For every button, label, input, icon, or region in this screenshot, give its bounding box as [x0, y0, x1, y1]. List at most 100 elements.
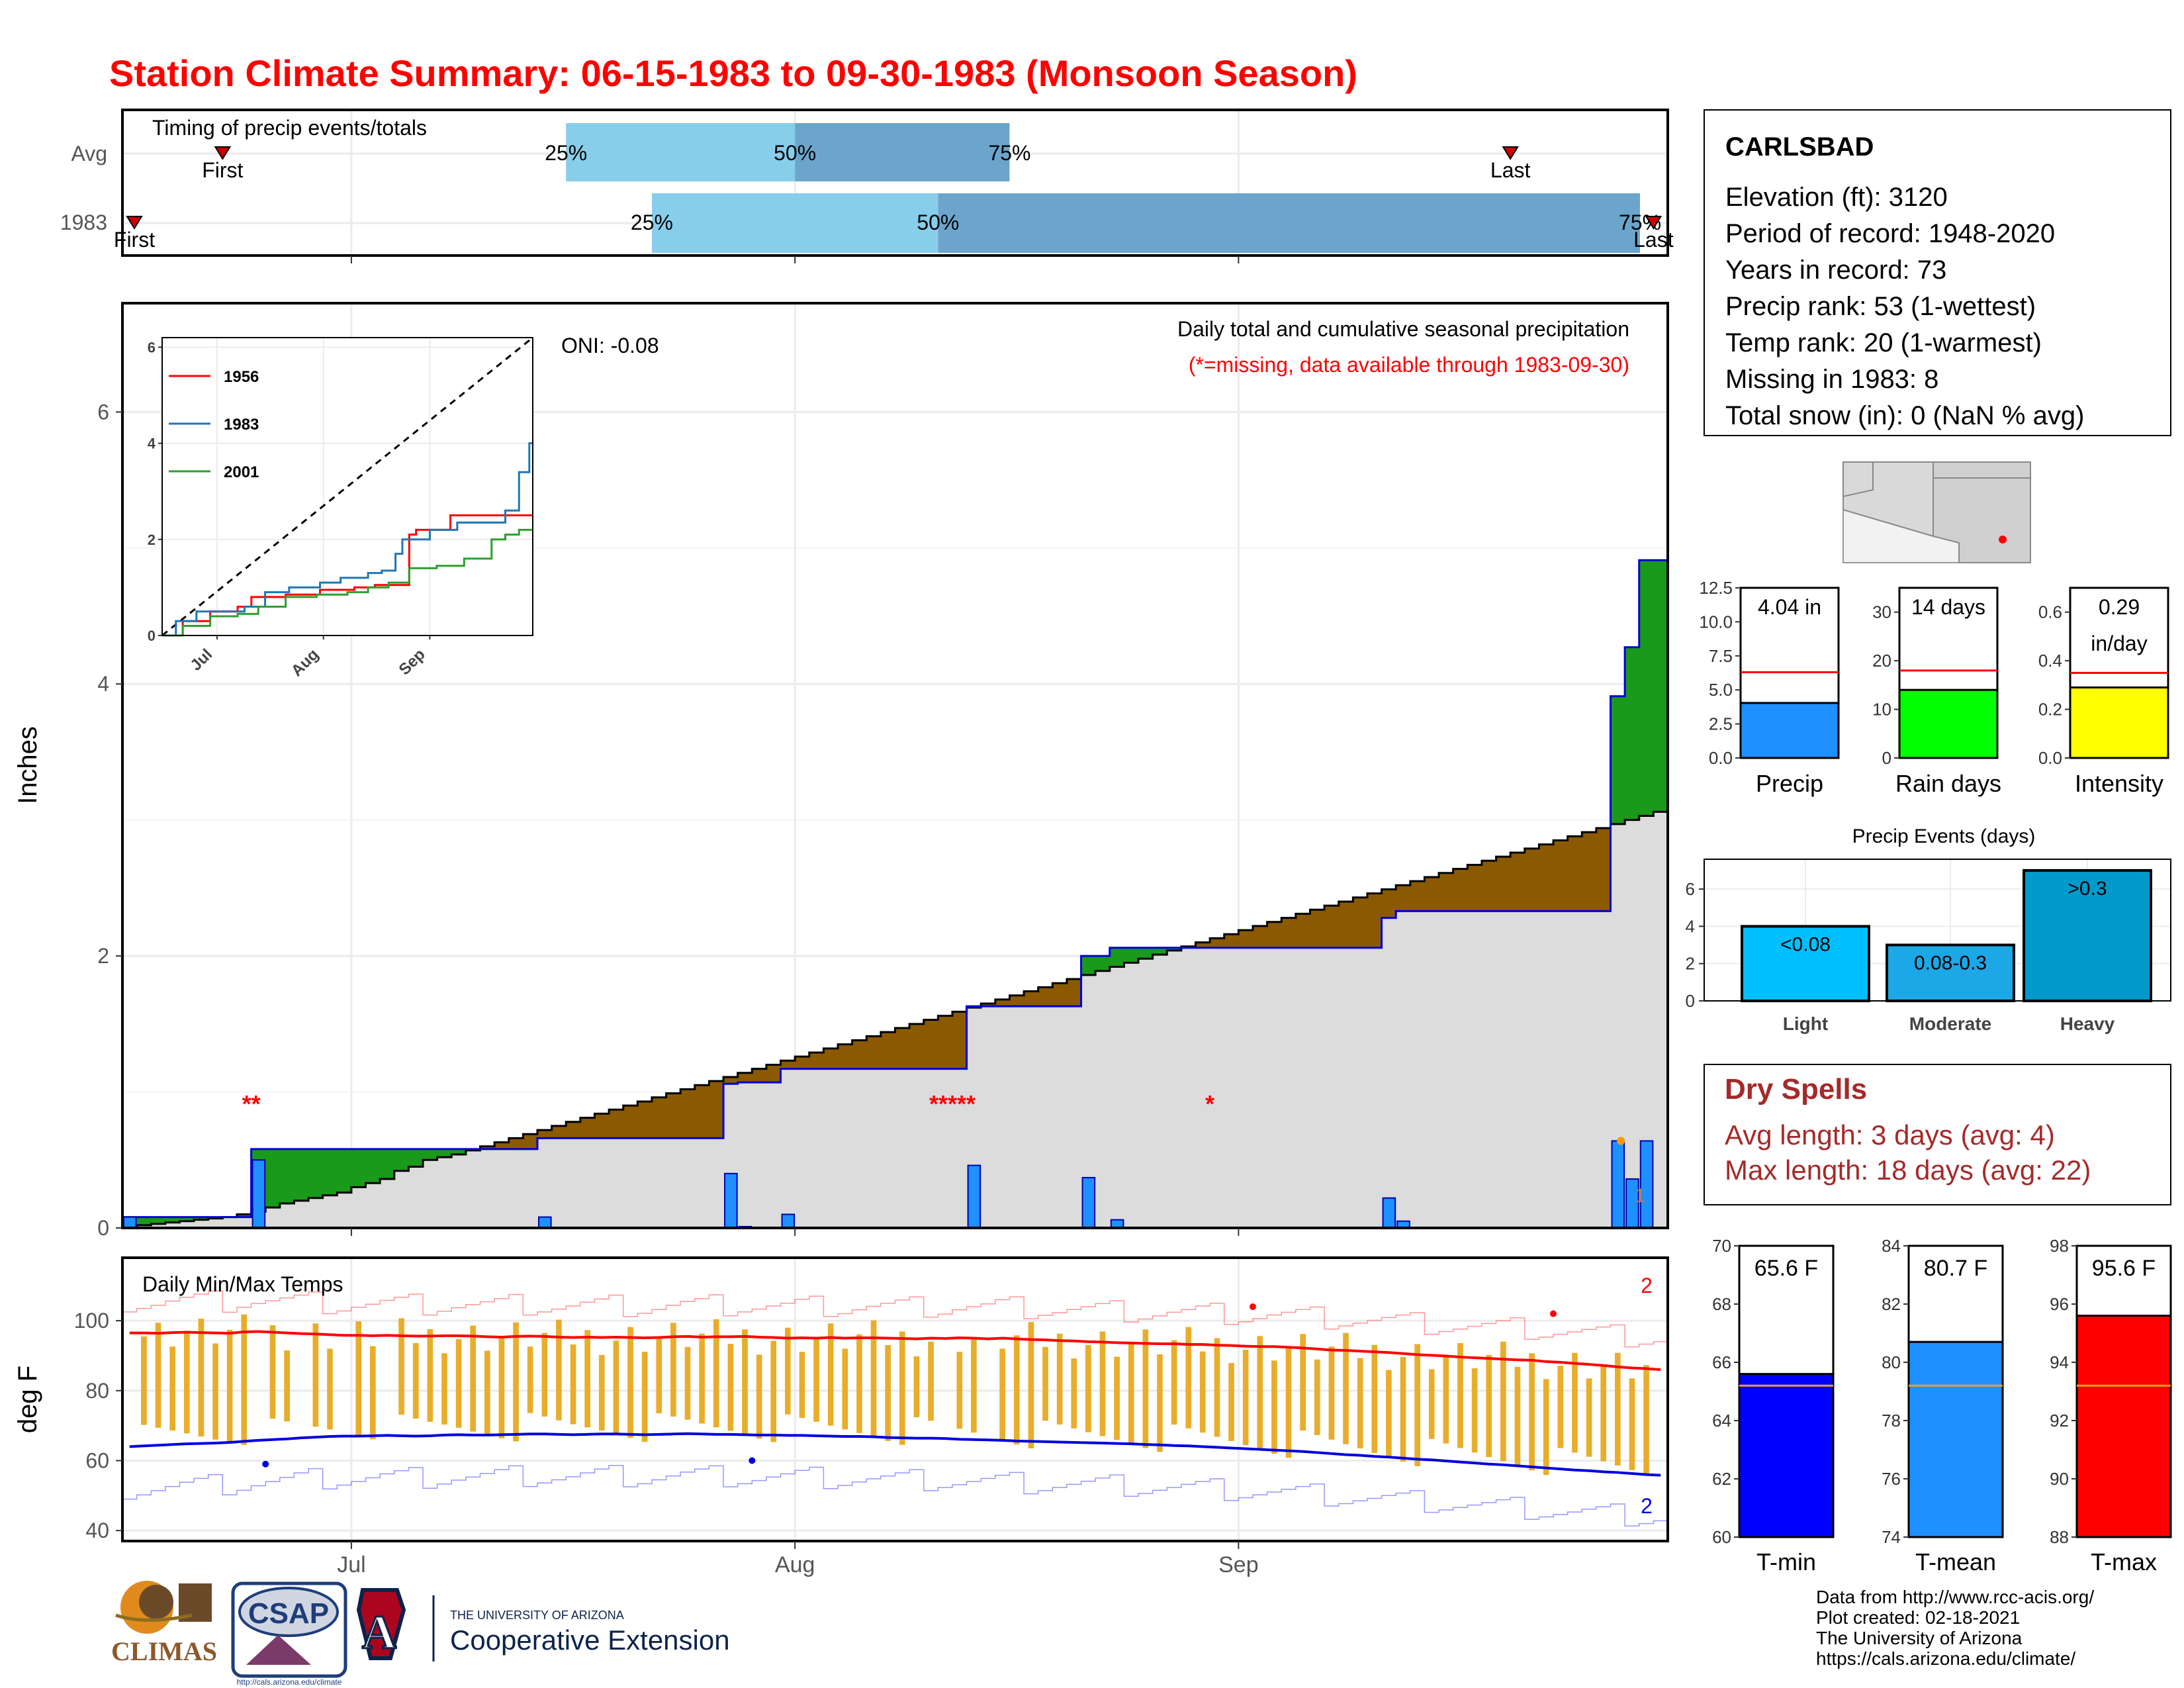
- daily-temp-range-bar: [785, 1327, 791, 1415]
- daily-temp-range-bar: [169, 1346, 175, 1431]
- temp-bar-value-label: 95.6 F: [2092, 1256, 2156, 1281]
- timing-panel: Timing of precip events/totals Avg 1983 …: [60, 109, 1674, 257]
- inset-normal-line: [161, 336, 533, 637]
- daily-temp-range-bar: [212, 1343, 218, 1440]
- above-normal-area: [1625, 647, 1640, 820]
- precip-event-category: Light: [1783, 1013, 1828, 1034]
- normal-cumulative-line: [122, 810, 1668, 1228]
- daily-temp-range-bar: [1071, 1358, 1077, 1429]
- temp-bar-y-tick-label: 88: [2050, 1527, 2069, 1547]
- daily-temp-range-bar: [198, 1318, 205, 1437]
- daily-temp-range-bar: [627, 1327, 633, 1438]
- precip-event-bar: [1886, 943, 2015, 1003]
- above-normal-area: [294, 1149, 309, 1201]
- summary-bar-y-tick-label: 0.0: [1709, 748, 1733, 768]
- daily-temp-range-bar: [1185, 1327, 1192, 1429]
- timing-first-marker-label: First: [202, 158, 243, 182]
- daily-temp-range-bar: [556, 1319, 562, 1421]
- timing-bar-q50-q75: [795, 123, 1010, 181]
- record-max-marker: [1550, 1310, 1557, 1317]
- daily-temp-range-bar: [455, 1339, 462, 1428]
- precip-y-tick-label: 4: [97, 672, 109, 696]
- daily-temp-range-bar: [269, 1325, 276, 1419]
- daily-temp-range-bar: [770, 1340, 777, 1442]
- precip-events-title: Precip Events (days): [1852, 825, 2036, 847]
- inset-y-tick-label: 6: [148, 340, 156, 356]
- daily-temp-range-bar: [727, 1343, 734, 1431]
- daily-temp-range-bar: [1285, 1347, 1292, 1458]
- dry-spells-avg: Avg length: 3 days (avg: 4): [1725, 1119, 2055, 1150]
- station-info-line: Missing in 1983: 8: [1725, 365, 1938, 394]
- record-max-line: [122, 1290, 1668, 1348]
- daily-temp-range-bar: [842, 1348, 848, 1430]
- daily-temp-range-bar: [513, 1322, 519, 1442]
- daily-precip-marker: [1617, 1137, 1625, 1145]
- summary-bar-y-tick-label: 0.4: [2038, 651, 2062, 671]
- temp-bar-label: T-min: [1756, 1548, 1816, 1575]
- precip-events-chart: Precip Events (days) <0.08 Light 0.08-0.3 M…: [1686, 825, 2171, 1034]
- x-axis-tick-label: Aug: [775, 1552, 815, 1577]
- daily-temp-range-bar: [1200, 1351, 1206, 1433]
- temp-bar-value-label: 80.7 F: [1924, 1256, 1987, 1281]
- events-y-tick-label: 4: [1686, 916, 1695, 936]
- observed-cumulative-area: [122, 560, 1668, 1228]
- above-normal-area: [279, 1149, 295, 1204]
- daily-temp-range-bar: [885, 1345, 891, 1441]
- credit-line: Plot created: 02-18-2021: [1816, 1607, 2020, 1628]
- daily-temp-range-bar: [1572, 1352, 1578, 1453]
- daily-temp-range-bar: [699, 1333, 705, 1424]
- above-normal-area: [351, 1149, 367, 1188]
- daily-temp-range-bar: [1371, 1344, 1378, 1453]
- temp-bar-label: T-max: [2091, 1548, 2157, 1575]
- precip-event-bar-label: <0.08: [1780, 933, 1831, 955]
- daily-temp-range-bar: [1271, 1360, 1277, 1454]
- summary-bar-y-tick-label: 0.6: [2038, 602, 2062, 622]
- csap-logo-text: CSAP: [248, 1597, 329, 1630]
- credits: Data from http://www.rcc-acis.org/ Plot …: [1816, 1587, 2094, 1669]
- inset-y-tick-label: 0: [148, 628, 156, 644]
- daily-precip-bar: [123, 1216, 137, 1229]
- timing-last-marker: [1502, 146, 1519, 160]
- timing-bar-q25-q50: [651, 193, 938, 253]
- daily-temp-range-bar: [484, 1350, 490, 1435]
- above-normal-area: [394, 1149, 409, 1171]
- events-frame: [1704, 859, 2171, 1002]
- precip-event-bar: [1741, 925, 1870, 1002]
- above-normal-area: [365, 1149, 381, 1184]
- above-normal-area: [151, 1217, 166, 1224]
- tmin-normal-line: [129, 1432, 1661, 1477]
- observed-cumulative-line: [122, 559, 1668, 1219]
- inset-legend-label: 1983: [224, 416, 259, 434]
- temp-y-tick-label: 80: [85, 1379, 109, 1403]
- daily-temp-range-bar: [928, 1341, 934, 1421]
- daily-temp-range-bar: [1643, 1365, 1649, 1475]
- timing-first-marker-label: First: [114, 228, 155, 252]
- daily-precip-bar: [1611, 1140, 1625, 1229]
- daily-temp-range-bar: [527, 1346, 533, 1413]
- above-normal-area: [1653, 560, 1668, 812]
- summary-bar-y-tick-label: 20: [1872, 651, 1891, 671]
- daily-temp-range-bar: [1514, 1366, 1521, 1466]
- summary-bar-label: Intensity: [2075, 770, 2163, 797]
- climas-logo-text: CLIMAS: [111, 1636, 217, 1666]
- timing-first-marker: [126, 216, 143, 230]
- daily-temp-range-bar: [1214, 1338, 1220, 1437]
- timing-row-label-avg: Avg: [71, 142, 107, 165]
- temp-bar-y-tick-label: 70: [1712, 1236, 1731, 1256]
- credit-line: The University of Arizona: [1816, 1628, 2023, 1648]
- inset-line-1983: [162, 442, 533, 637]
- daily-temp-range-bar: [656, 1337, 662, 1414]
- daily-temp-range-bar: [470, 1325, 477, 1432]
- daily-precip-bar: [1081, 1176, 1096, 1229]
- above-normal-area: [136, 1217, 152, 1225]
- daily-temp-range-bar: [284, 1350, 290, 1422]
- station-info-line: Precip rank: 53 (1-wettest): [1725, 292, 2036, 321]
- above-normal-area: [1138, 947, 1154, 959]
- temp-bar-y-tick-label: 92: [2050, 1411, 2069, 1430]
- precip-event-bar-label: >0.3: [2068, 878, 2107, 900]
- daily-temp-range-bar: [327, 1348, 333, 1430]
- above-normal-area: [380, 1149, 395, 1180]
- precip-event-category: Moderate: [1909, 1013, 1991, 1034]
- daily-temp-range-bar: [999, 1348, 1005, 1440]
- daily-temp-range-bar: [1529, 1353, 1535, 1471]
